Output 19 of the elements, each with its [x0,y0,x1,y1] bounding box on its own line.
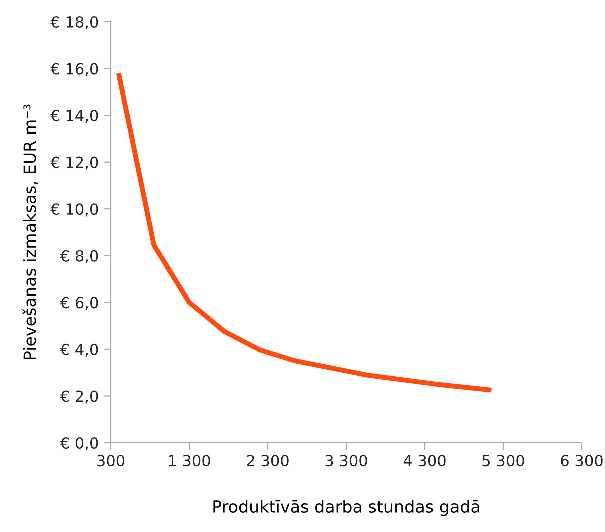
y-tick-label: € 6,0 [60,297,98,310]
x-tick-label: 4 300 [404,455,446,467]
y-tick-label: € 12,0 [50,156,98,170]
x-tick-label: 3 300 [326,455,368,467]
x-tick-label: 2 300 [247,455,289,467]
x-tick-label: 300 [98,455,125,467]
y-tick-label: € 4,0 [60,344,98,358]
y-tick-label: € 18,0 [50,16,98,30]
x-axis-title: Produktīvās darba stundas gadā [214,500,480,516]
x-tick-label: 6 300 [561,455,603,467]
y-tick-label: € 0,0 [60,437,98,451]
y-tick-label: € 8,0 [60,250,98,264]
y-tick-label: € 10,0 [50,204,98,217]
x-tick-label: 1 300 [169,455,210,467]
y-tick-label: € 2,0 [60,390,98,404]
y-tick-label: € 16,0 [50,63,98,76]
x-tick-label: 5 300 [482,455,524,467]
y-tick-label: € 14,0 [50,110,98,124]
y-axis-title: Pievešanas izmaksas, EUR m⁻³ [22,104,38,360]
